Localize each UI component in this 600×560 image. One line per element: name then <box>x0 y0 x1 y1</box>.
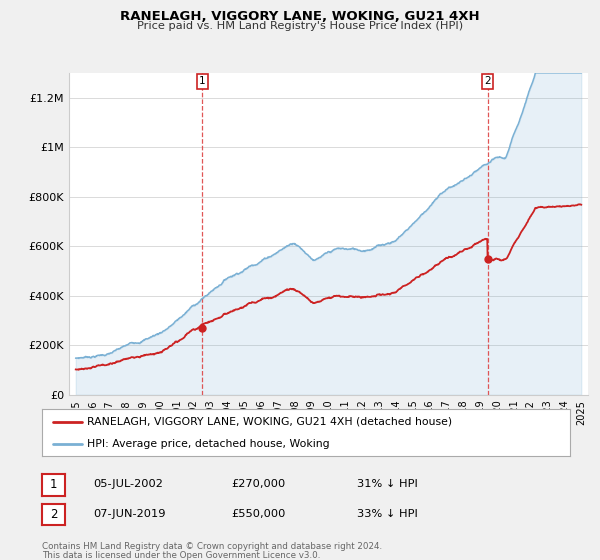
Text: RANELAGH, VIGGORY LANE, WOKING, GU21 4XH: RANELAGH, VIGGORY LANE, WOKING, GU21 4XH <box>120 10 480 23</box>
Text: 2: 2 <box>50 508 57 521</box>
Text: Contains HM Land Registry data © Crown copyright and database right 2024.: Contains HM Land Registry data © Crown c… <box>42 542 382 550</box>
Text: RANELAGH, VIGGORY LANE, WOKING, GU21 4XH (detached house): RANELAGH, VIGGORY LANE, WOKING, GU21 4XH… <box>87 417 452 427</box>
Text: 1: 1 <box>199 77 206 86</box>
Text: Price paid vs. HM Land Registry's House Price Index (HPI): Price paid vs. HM Land Registry's House … <box>137 21 463 31</box>
Text: £550,000: £550,000 <box>231 509 286 519</box>
Text: 1: 1 <box>50 478 57 492</box>
Text: HPI: Average price, detached house, Woking: HPI: Average price, detached house, Woki… <box>87 438 329 449</box>
Text: 2: 2 <box>484 77 491 86</box>
Text: £270,000: £270,000 <box>231 479 285 489</box>
Text: 31% ↓ HPI: 31% ↓ HPI <box>357 479 418 489</box>
Text: 33% ↓ HPI: 33% ↓ HPI <box>357 509 418 519</box>
Text: 05-JUL-2002: 05-JUL-2002 <box>93 479 163 489</box>
Text: 07-JUN-2019: 07-JUN-2019 <box>93 509 166 519</box>
Text: This data is licensed under the Open Government Licence v3.0.: This data is licensed under the Open Gov… <box>42 551 320 560</box>
